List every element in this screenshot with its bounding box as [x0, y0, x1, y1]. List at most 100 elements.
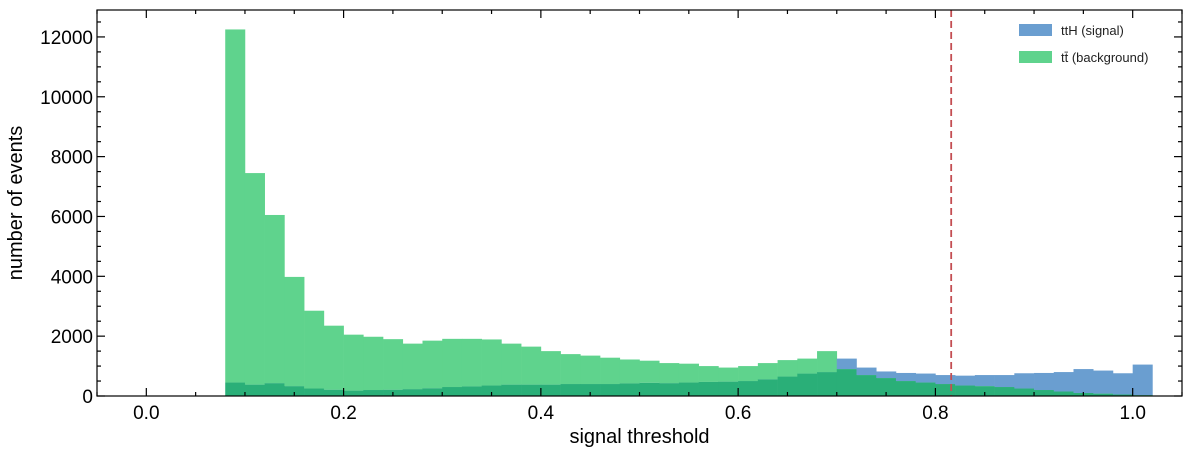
overlap-bar	[264, 383, 285, 396]
background-bar	[244, 173, 265, 385]
overlap-bar	[836, 369, 857, 396]
y-tick-label: 10000	[40, 88, 93, 109]
overlap-bar	[560, 384, 581, 396]
y-tick-label: 12000	[40, 28, 93, 49]
background-bar	[521, 346, 542, 385]
background-bar	[540, 351, 561, 385]
overlap-bar	[225, 382, 246, 396]
plot-area	[225, 29, 1153, 396]
overlap-bar	[402, 389, 423, 396]
signal-bar	[974, 375, 995, 387]
background-bar	[580, 355, 601, 385]
overlap-bar	[481, 385, 502, 396]
y-tick-label: 4000	[51, 267, 93, 288]
background-bar	[817, 351, 838, 373]
signal-bar	[876, 371, 897, 379]
overlap-bar	[1014, 388, 1035, 396]
overlap-bar	[363, 390, 384, 396]
background-bar	[718, 367, 739, 382]
overlap-bar	[955, 385, 976, 396]
background-bar	[757, 363, 778, 380]
overlap-bar	[1093, 393, 1114, 396]
overlap-bar	[304, 388, 325, 396]
background-bar	[422, 340, 443, 389]
signal-bar	[1014, 373, 1035, 389]
legend-swatch-background	[1019, 51, 1052, 63]
overlap-bar	[284, 386, 305, 396]
overlap-bar	[935, 384, 956, 396]
background-bar	[225, 29, 246, 383]
background-bar	[323, 325, 344, 390]
overlap-bar	[244, 384, 265, 396]
background-bar	[797, 358, 818, 374]
background-bar	[639, 360, 660, 383]
legend-label-background: tt̄ (background)	[1061, 50, 1148, 65]
overlap-bar	[797, 373, 818, 396]
signal-bar	[1053, 372, 1074, 392]
signal-bar	[1073, 369, 1094, 394]
x-tick-label: 0.0	[133, 403, 159, 424]
background-bar	[678, 363, 699, 383]
background-bar	[777, 360, 798, 377]
background-bar	[738, 366, 759, 382]
overlap-bar	[540, 384, 561, 396]
background-bar	[402, 343, 423, 390]
y-tick-label: 6000	[51, 207, 93, 228]
legend-swatch-signal	[1019, 24, 1052, 36]
background-bar	[560, 354, 581, 385]
overlap-bar	[422, 388, 443, 396]
x-tick-label: 1.0	[1119, 403, 1145, 424]
signal-bar	[856, 367, 877, 376]
x-axis-label: signal threshold	[569, 426, 709, 448]
background-bar	[481, 339, 502, 386]
overlap-bar	[718, 381, 739, 396]
overlap-bar	[757, 379, 778, 396]
signal-bar	[1112, 373, 1133, 395]
overlap-bar	[323, 389, 344, 396]
overlap-bar	[580, 384, 601, 396]
overlap-bar	[600, 384, 621, 396]
overlap-bar	[895, 381, 916, 396]
overlap-bar	[501, 384, 522, 396]
overlap-bar	[659, 383, 680, 396]
overlap-bar	[974, 386, 995, 396]
legend-label-signal: ttH (signal)	[1061, 23, 1124, 38]
overlap-bar	[994, 387, 1015, 396]
overlap-bar	[915, 382, 936, 396]
y-tick-label: 0	[82, 387, 93, 408]
overlap-bar	[639, 382, 660, 396]
x-tick-labels: 0.0 0.2 0.4 0.6 0.8 1.0	[133, 403, 1146, 424]
signal-bar	[895, 372, 916, 382]
overlap-bar	[777, 376, 798, 396]
background-bar	[619, 359, 640, 384]
overlap-bar	[1112, 394, 1133, 396]
x-tick-label: 0.6	[725, 403, 751, 424]
y-axis-label: number of events	[5, 126, 27, 281]
background-bar	[442, 338, 463, 388]
y-tick-labels: 0 2000 4000 6000 8000 10000 12000	[40, 28, 93, 408]
overlap-bar	[619, 383, 640, 396]
overlap-bar	[1034, 390, 1055, 396]
background-bar	[501, 343, 522, 385]
overlap-bar	[343, 390, 364, 396]
signal-bar	[994, 375, 1015, 388]
signal-bar	[915, 373, 936, 383]
overlap-bar	[1053, 391, 1074, 396]
background-bar	[343, 334, 364, 391]
background-bar	[363, 336, 384, 391]
overlap-bar	[442, 387, 463, 396]
overlap-bar	[521, 384, 542, 396]
signal-bar	[1093, 370, 1114, 394]
background-bar	[284, 276, 305, 387]
overlap-bar	[461, 386, 482, 396]
background-bar	[304, 310, 325, 389]
overlap-bar	[678, 382, 699, 396]
background-bar	[264, 214, 285, 384]
axis-ticks	[96, 10, 1183, 397]
signal-bar	[935, 375, 956, 385]
background-bar	[698, 366, 719, 382]
x-tick-label: 0.8	[922, 403, 948, 424]
signal-bar	[836, 358, 857, 370]
background-bar	[659, 363, 680, 384]
